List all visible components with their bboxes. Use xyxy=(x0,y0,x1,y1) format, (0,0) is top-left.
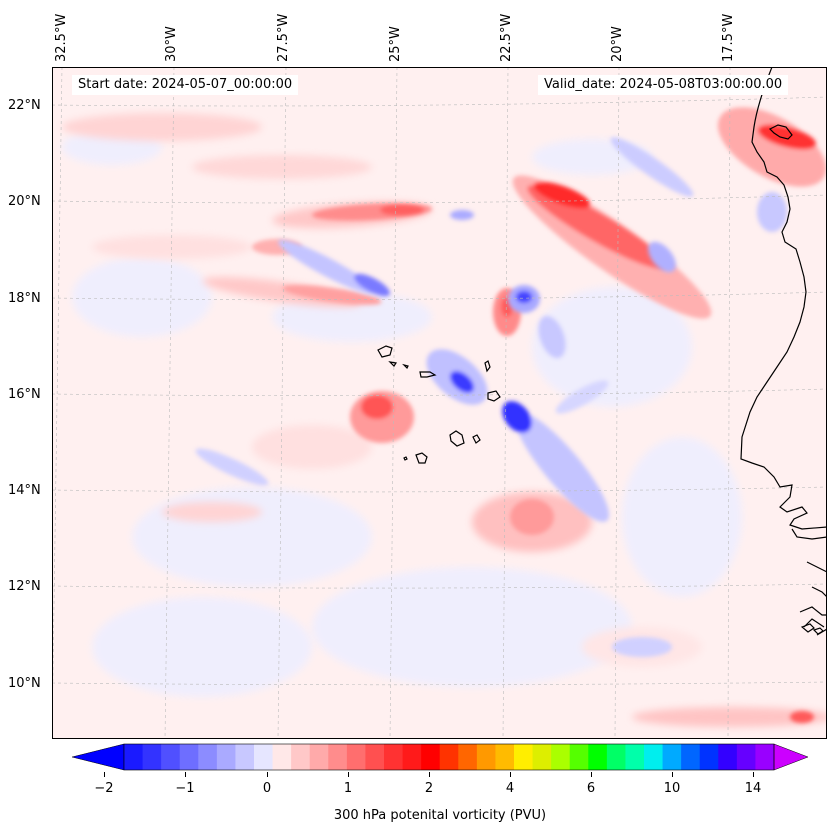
cb-tickmark xyxy=(185,772,186,777)
colorbar-segment xyxy=(718,744,738,770)
cb-tickmark xyxy=(672,772,673,777)
colorbar-segment xyxy=(309,744,329,770)
cape-verde-islands xyxy=(377,345,501,464)
cb-tick-label: 4 xyxy=(505,781,515,796)
bijagos-islands xyxy=(800,623,824,635)
colorbar-segment xyxy=(551,744,571,770)
red-features xyxy=(252,107,827,723)
cb-tick-label: 14 xyxy=(744,781,762,796)
colorbar-segment xyxy=(402,744,422,770)
colorbar-segment xyxy=(755,744,775,770)
lat-label-20n: 20°N xyxy=(8,194,41,209)
colorbar-segment xyxy=(254,744,274,770)
map-border xyxy=(52,67,827,739)
cb-tick-label: 10 xyxy=(663,781,681,796)
cap-blanc xyxy=(768,124,793,140)
colorbar-segment xyxy=(161,744,181,770)
colorbar-segment xyxy=(179,744,199,770)
pv-map xyxy=(52,67,827,739)
colorbar-segment xyxy=(532,744,552,770)
lon-label-32-5w: 32.5°W xyxy=(54,13,69,62)
lon-label-20w: 20°W xyxy=(610,26,625,62)
colorbar-segment xyxy=(569,744,589,770)
map-panel: Start date: 2024-05-07_00:00:00 Valid_da… xyxy=(52,67,827,739)
lat-label-10n: 10°N xyxy=(8,676,41,691)
colorbar-segment xyxy=(421,744,441,770)
colorbar-segment xyxy=(588,744,608,770)
colorbar-segment xyxy=(495,744,515,770)
lat-label-16n: 16°N xyxy=(8,387,41,402)
start-date-label: Start date: 2024-05-07_00:00:00 xyxy=(72,75,299,95)
cb-tick-label: −1 xyxy=(175,781,195,796)
cb-tickmark xyxy=(510,772,511,777)
colorbar-segment xyxy=(439,744,459,770)
lat-label-18n: 18°N xyxy=(8,291,41,306)
colorbar-under-triangle xyxy=(71,743,125,771)
lat-label-22n: 22°N xyxy=(8,98,41,113)
colorbar-segment xyxy=(662,744,682,770)
colorbar-segment xyxy=(272,744,292,770)
cb-tick-label: −2 xyxy=(94,781,114,796)
colorbar-segment xyxy=(514,744,534,770)
colorbar-segment xyxy=(142,744,162,770)
blue-features xyxy=(195,137,787,657)
valid-date-label: Valid_date: 2024-05-08T03:00:00.00 xyxy=(538,75,789,95)
cb-tickmark xyxy=(348,772,349,777)
cb-tick-label: 2 xyxy=(424,781,434,796)
colorbar-segment xyxy=(291,744,311,770)
colorbar-segment xyxy=(235,744,255,770)
colorbar-segment xyxy=(346,744,366,770)
lon-label-22-5w: 22.5°W xyxy=(499,13,514,62)
colorbar-segment xyxy=(644,744,664,770)
light-blue-regions xyxy=(62,129,742,697)
cb-tickmark xyxy=(753,772,754,777)
colorbar-segment xyxy=(681,744,701,770)
gridlines xyxy=(52,67,827,739)
lon-label-25w: 25°W xyxy=(388,26,403,62)
lon-label-17-5w: 17.5°W xyxy=(721,13,736,62)
cb-tick-label: 6 xyxy=(586,781,596,796)
lat-label-12n: 12°N xyxy=(8,579,41,594)
cb-tickmark xyxy=(429,772,430,777)
colorbar-segment xyxy=(606,744,626,770)
colorbar-label: 300 hPa potenital vorticity (PVU) xyxy=(333,808,547,823)
colorbar-segment xyxy=(365,744,385,770)
colorbar-segment xyxy=(476,744,496,770)
light-red-regions xyxy=(62,113,827,727)
colorbar-segment xyxy=(384,744,404,770)
colorbar xyxy=(71,743,809,771)
colorbar-segment xyxy=(458,744,478,770)
cb-tickmark xyxy=(267,772,268,777)
colorbar-segment xyxy=(625,744,645,770)
cb-tick-label: 0 xyxy=(262,781,272,796)
lat-label-14n: 14°N xyxy=(8,483,41,498)
colorbar-over-triangle xyxy=(773,743,809,771)
lon-label-27-5w: 27.5°W xyxy=(276,13,291,62)
colorbar-segment xyxy=(699,744,719,770)
coastline xyxy=(740,67,827,636)
colorbar-segment xyxy=(736,744,756,770)
cb-tickmark xyxy=(591,772,592,777)
cb-tickmark xyxy=(104,772,105,777)
cb-tick-label: 1 xyxy=(343,781,353,796)
lon-label-30w: 30°W xyxy=(164,26,179,62)
colorbar-segment xyxy=(216,744,236,770)
colorbar-segment xyxy=(328,744,348,770)
colorbar-border xyxy=(123,743,775,771)
colorbar-segment xyxy=(124,744,144,770)
colorbar-segment xyxy=(198,744,218,770)
